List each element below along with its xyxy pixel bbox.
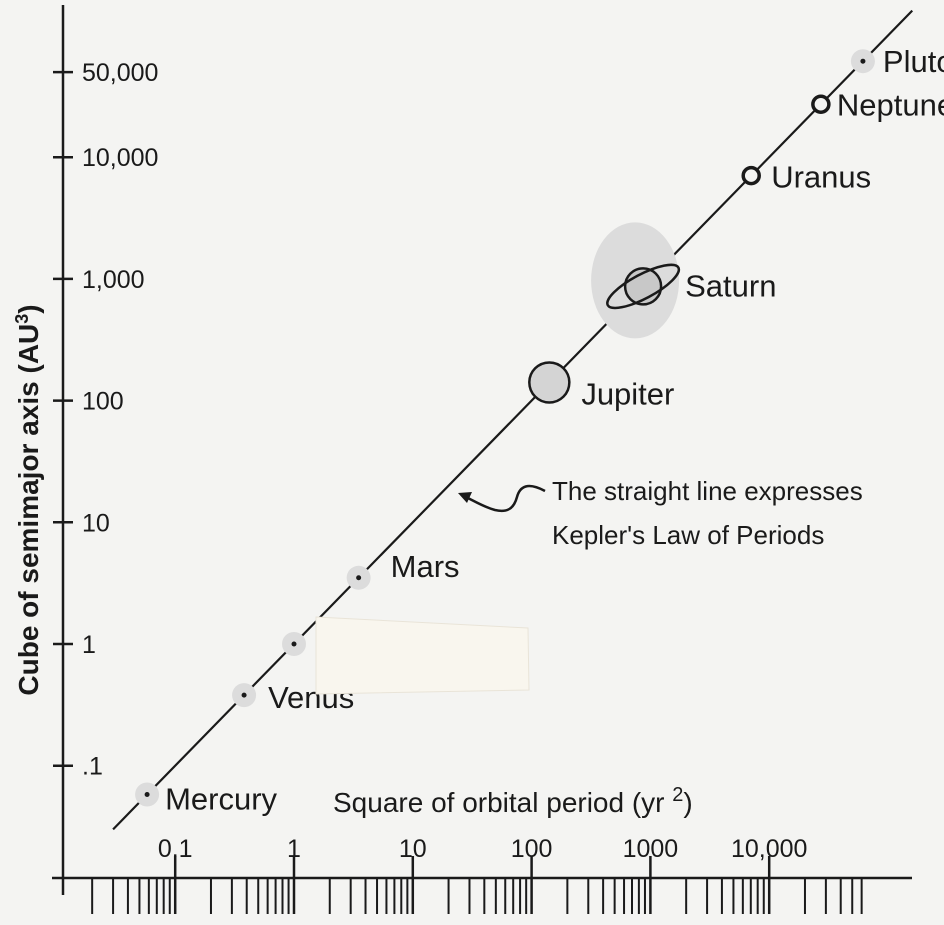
x-tick-label: 10 (399, 835, 427, 863)
planet-disc (528, 361, 571, 404)
planet-jupiter: Jupiter (528, 361, 674, 411)
planet-earth (282, 632, 306, 656)
planet-dot (356, 575, 362, 581)
planet-saturn: Saturn (591, 222, 776, 339)
planet-ring (811, 94, 831, 115)
planet-mars: Mars (346, 549, 460, 590)
y-axis-title-sup: 3 (12, 314, 32, 324)
planet-uranus: Uranus (741, 160, 871, 195)
points-layer: MercuryVenusMarsJupiterSaturnUranusNeptu… (135, 44, 944, 816)
x-axis-title-sup: 2 (672, 784, 683, 806)
y-axis-title: Cube of semimajor axis (AU3) (12, 304, 44, 695)
planet-neptune: Neptune (811, 87, 944, 122)
annotation-line-1: The straight line expresses (552, 476, 863, 506)
y-axis-title-main: Cube of semimajor axis (AU (13, 324, 44, 696)
x-axis-title-close: ) (683, 787, 692, 818)
y-tick-label: 1 (82, 631, 96, 659)
saturn-ring (606, 263, 681, 310)
planet-label-neptune: Neptune (837, 87, 944, 122)
planet-label-jupiter: Jupiter (581, 376, 674, 411)
planet-dot (144, 791, 150, 797)
blank-label-patch (315, 616, 530, 695)
x-axis-title-main: Square of orbital period (yr (333, 787, 672, 818)
y-tick-label: 1,000 (82, 266, 145, 294)
x-tick-label: 1 (287, 835, 301, 863)
planet-dot (291, 641, 297, 647)
kepler-annotation: The straight line expresses Kepler's Law… (458, 476, 863, 550)
planet-dot (860, 58, 866, 64)
annotation-line-2: Kepler's Law of Periods (552, 520, 824, 550)
x-axis-title: Square of orbital period (yr 2) (333, 784, 693, 818)
y-tick-label: 50,000 (82, 59, 158, 87)
y-tick-label: 10 (82, 509, 110, 537)
x-tick-label: 10,000 (731, 835, 807, 863)
y-tick-label: .1 (82, 753, 103, 781)
y-tick-label: 10,000 (82, 144, 158, 172)
x-tick-label: 0.1 (158, 835, 193, 863)
planet-ring (741, 165, 761, 186)
planet-dot (241, 692, 247, 698)
annotation-arrow-icon (465, 484, 546, 513)
planet-pluto: Pluto (850, 44, 944, 79)
planet-label-saturn: Saturn (685, 268, 776, 303)
planet-mercury: Mercury (135, 781, 278, 816)
planet-label-pluto: Pluto (883, 44, 944, 79)
x-tick-label: 100 (511, 835, 553, 863)
x-tick-label: 1000 (623, 835, 679, 863)
axes-layer: 0.1 1 10 100 1000 10,000 .1 1 10 100 1,000 10,000 50… (52, 5, 912, 914)
planet-label-mercury: Mercury (165, 781, 277, 816)
y-axis-title-close: ) (13, 304, 44, 313)
planet-label-mars: Mars (391, 549, 460, 584)
annotation-arrowhead-icon (458, 492, 472, 503)
y-tick-label: 100 (82, 388, 124, 416)
planet-label-uranus: Uranus (771, 160, 871, 195)
